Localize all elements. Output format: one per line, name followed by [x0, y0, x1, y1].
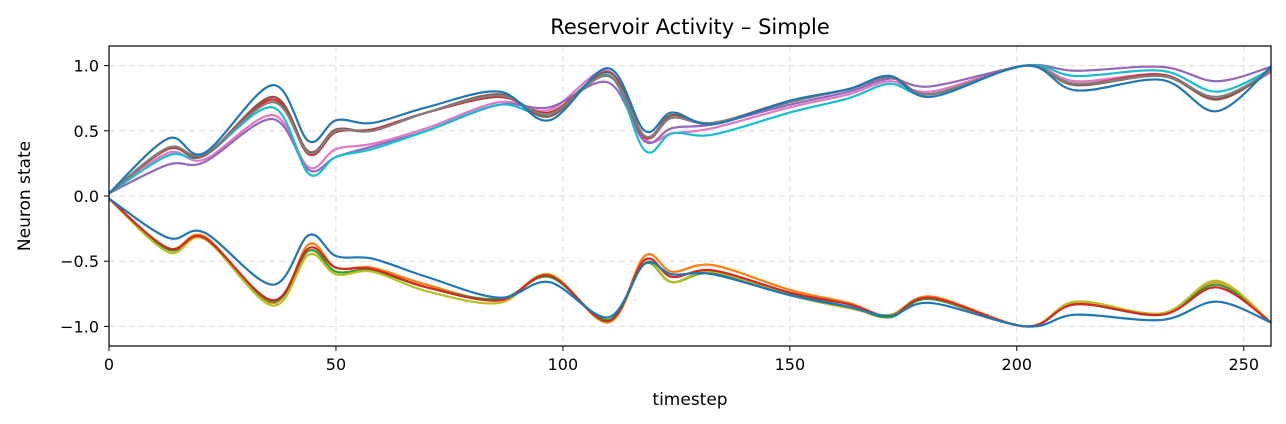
x-tick-label: 50	[326, 355, 346, 374]
x-tick-label: 0	[104, 355, 114, 374]
x-tick-label: 200	[1002, 355, 1033, 374]
series-line-blue	[109, 64, 1271, 195]
y-tick-label: 1.0	[74, 57, 99, 76]
y-tick-label: 0.0	[74, 187, 99, 206]
y-axis-label: Neuron state	[15, 141, 35, 251]
x-tick-label: 150	[775, 355, 806, 374]
x-tick-label: 250	[1228, 355, 1259, 374]
series-line-gray	[109, 64, 1271, 195]
series-line-green	[109, 197, 1271, 328]
series-line-red	[109, 197, 1271, 328]
y-tick-label: 0.5	[74, 122, 99, 141]
x-tick-label: 100	[548, 355, 579, 374]
plot-area	[109, 63, 1271, 328]
chart-title: Reservoir Activity – Simple	[550, 15, 830, 39]
series-line-blue	[109, 197, 1271, 328]
series-line-brown	[109, 64, 1271, 195]
x-axis: 0 50 100 150 200 250	[104, 346, 1259, 374]
series-line-olive	[109, 197, 1271, 328]
series-line-cyan	[109, 64, 1271, 195]
y-tick-label: −1.0	[60, 317, 99, 336]
series-line-orange	[109, 197, 1271, 328]
y-axis: −1.0 −0.5 0.0 0.5 1.0	[60, 57, 109, 336]
x-axis-label: timestep	[652, 390, 727, 410]
y-tick-label: −0.5	[60, 252, 99, 271]
